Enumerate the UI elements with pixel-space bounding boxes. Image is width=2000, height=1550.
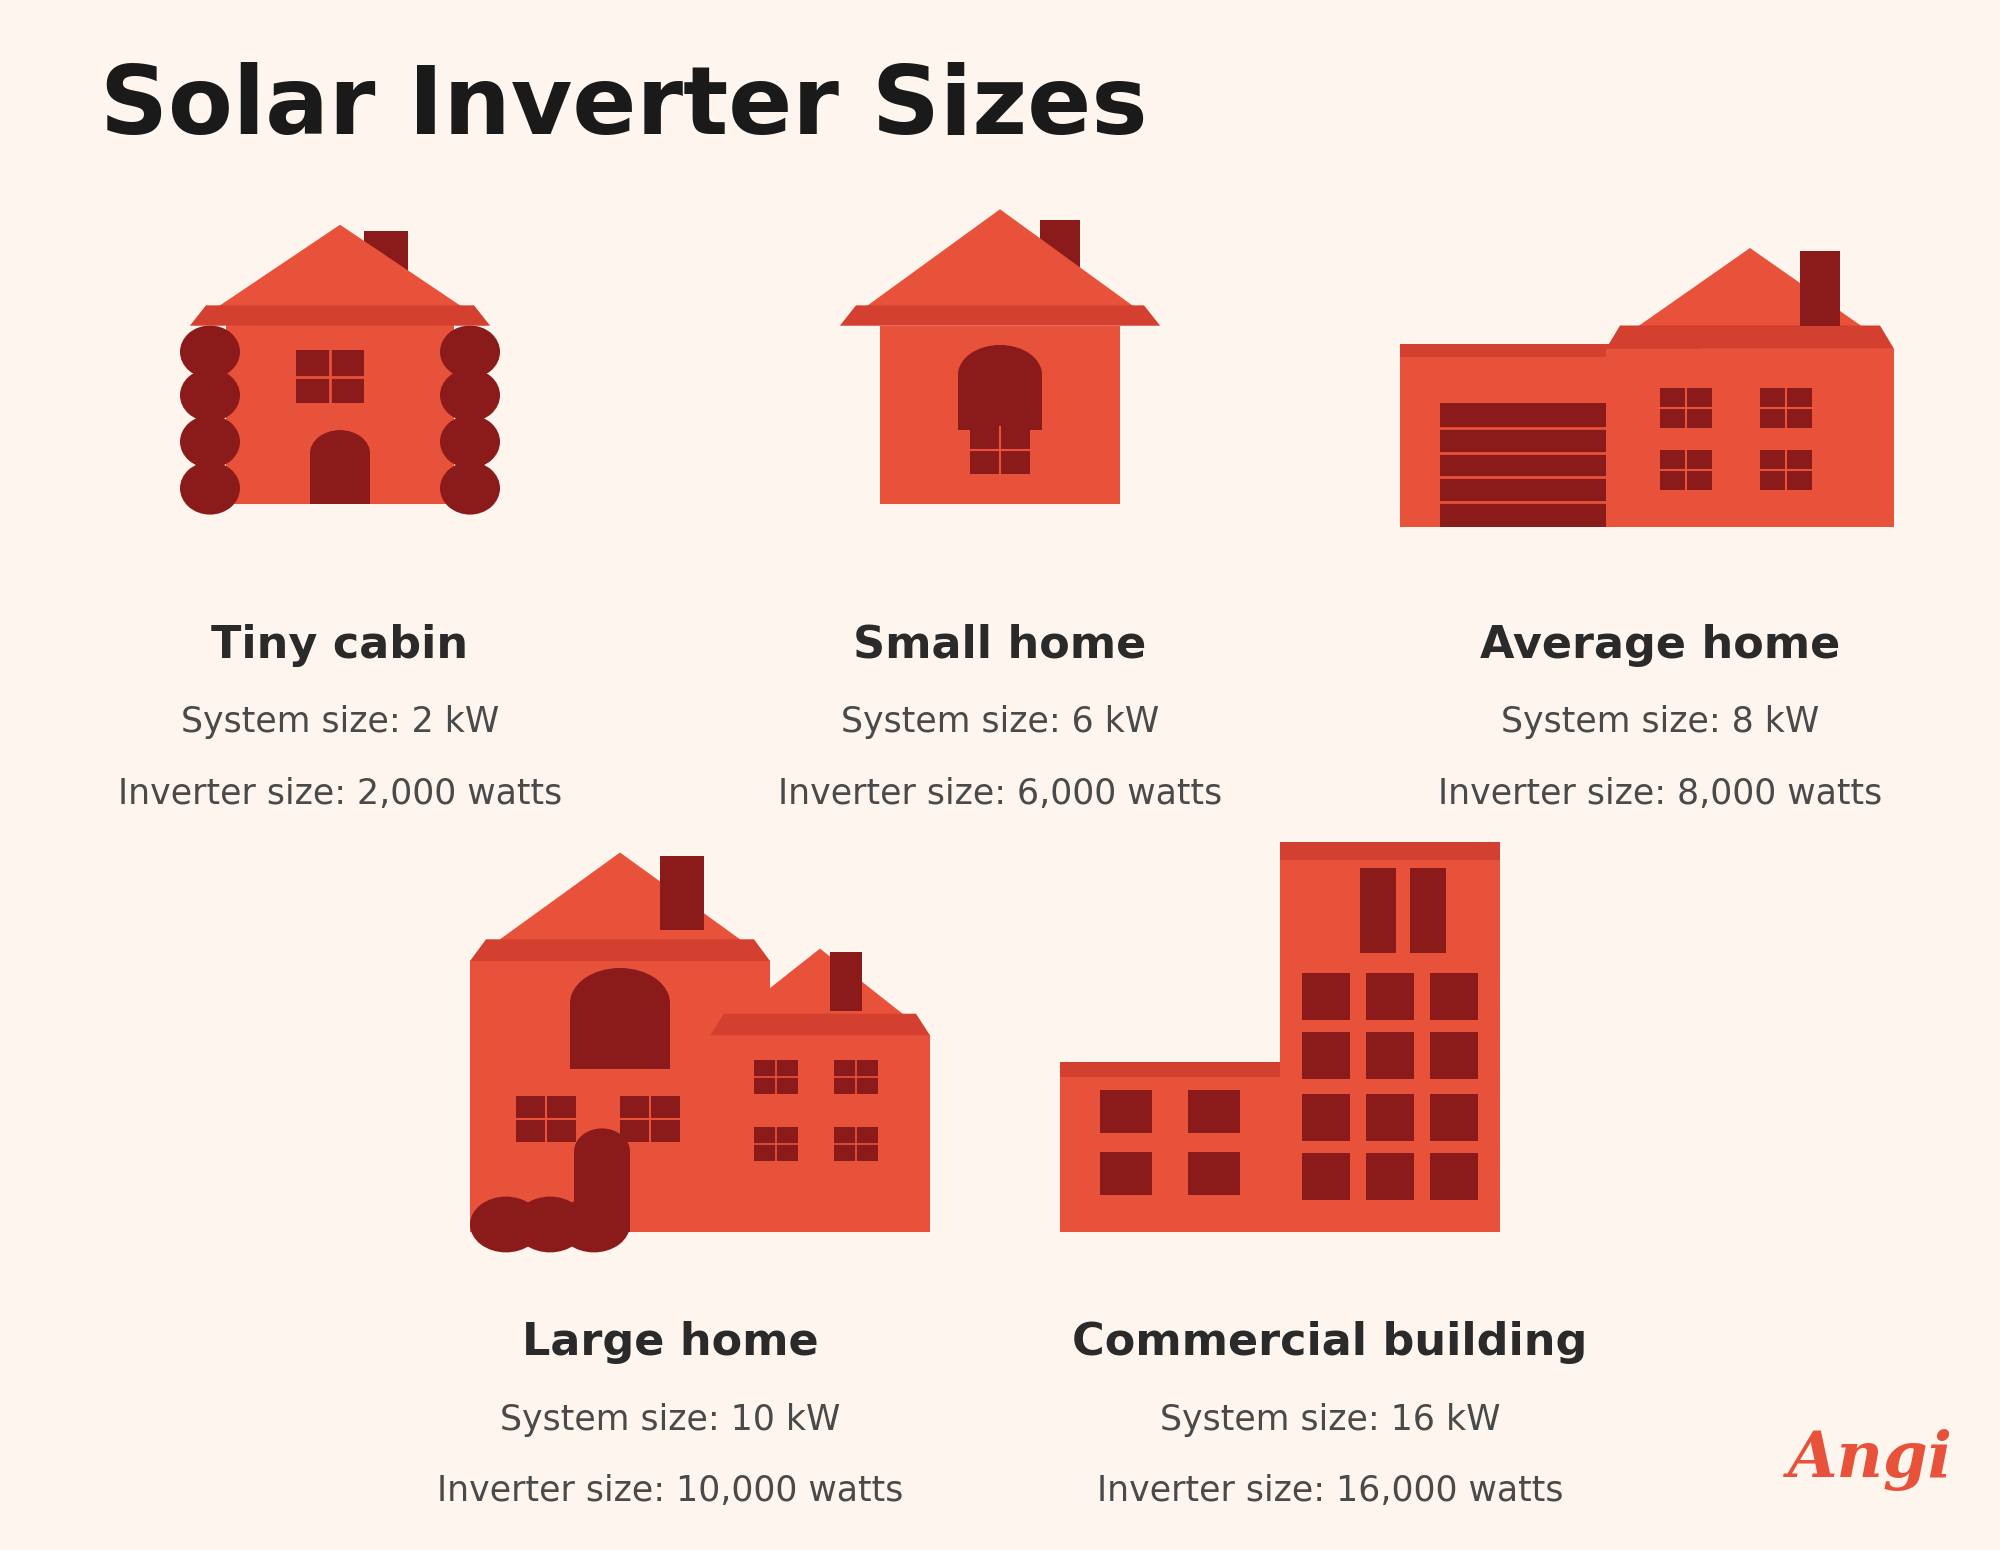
FancyBboxPatch shape — [516, 1096, 576, 1142]
Text: Inverter size: 2,000 watts: Inverter size: 2,000 watts — [118, 777, 562, 811]
Text: System size: 6 kW: System size: 6 kW — [840, 705, 1160, 739]
Polygon shape — [190, 305, 490, 326]
FancyBboxPatch shape — [1188, 1152, 1240, 1195]
FancyBboxPatch shape — [880, 326, 1120, 504]
Ellipse shape — [180, 462, 240, 515]
Ellipse shape — [180, 326, 240, 378]
FancyBboxPatch shape — [1060, 1077, 1280, 1232]
FancyBboxPatch shape — [834, 1060, 878, 1094]
FancyBboxPatch shape — [226, 318, 454, 504]
Text: System size: 8 kW: System size: 8 kW — [1500, 705, 1820, 739]
FancyBboxPatch shape — [1060, 1062, 1280, 1077]
FancyBboxPatch shape — [574, 1152, 630, 1232]
Circle shape — [558, 1197, 630, 1252]
FancyBboxPatch shape — [970, 426, 1030, 474]
Text: System size: 10 kW: System size: 10 kW — [500, 1403, 840, 1437]
Text: Large home: Large home — [522, 1321, 818, 1364]
Polygon shape — [190, 225, 490, 326]
Ellipse shape — [310, 429, 370, 477]
Ellipse shape — [958, 346, 1042, 405]
FancyBboxPatch shape — [1100, 1090, 1152, 1133]
FancyBboxPatch shape — [1660, 449, 1712, 490]
Text: Inverter size: 8,000 watts: Inverter size: 8,000 watts — [1438, 777, 1882, 811]
Ellipse shape — [440, 326, 500, 378]
FancyBboxPatch shape — [660, 856, 704, 930]
Circle shape — [514, 1197, 586, 1252]
FancyBboxPatch shape — [1440, 403, 1660, 527]
FancyBboxPatch shape — [1040, 220, 1080, 294]
FancyBboxPatch shape — [1400, 356, 1700, 372]
Text: System size: 2 kW: System size: 2 kW — [180, 705, 500, 739]
FancyBboxPatch shape — [1366, 973, 1414, 1020]
Polygon shape — [470, 853, 770, 961]
FancyBboxPatch shape — [1410, 868, 1446, 953]
FancyBboxPatch shape — [1100, 1152, 1152, 1195]
FancyBboxPatch shape — [830, 952, 862, 1011]
Ellipse shape — [440, 462, 500, 515]
FancyBboxPatch shape — [1302, 973, 1350, 1020]
FancyBboxPatch shape — [1302, 1153, 1350, 1200]
Polygon shape — [840, 305, 1160, 326]
FancyBboxPatch shape — [1366, 1153, 1414, 1200]
FancyBboxPatch shape — [470, 961, 770, 1232]
FancyBboxPatch shape — [296, 350, 364, 403]
Ellipse shape — [574, 1128, 630, 1175]
FancyBboxPatch shape — [1430, 1153, 1478, 1200]
Polygon shape — [710, 1014, 930, 1035]
Text: Inverter size: 6,000 watts: Inverter size: 6,000 watts — [778, 777, 1222, 811]
Text: Tiny cabin: Tiny cabin — [212, 623, 468, 666]
Ellipse shape — [180, 369, 240, 422]
FancyBboxPatch shape — [364, 231, 408, 305]
FancyBboxPatch shape — [1366, 1094, 1414, 1141]
FancyBboxPatch shape — [1400, 344, 1700, 372]
FancyBboxPatch shape — [1430, 973, 1478, 1020]
FancyBboxPatch shape — [958, 375, 1042, 431]
Ellipse shape — [440, 369, 500, 422]
FancyBboxPatch shape — [310, 453, 370, 504]
FancyBboxPatch shape — [1360, 868, 1396, 953]
FancyBboxPatch shape — [1400, 372, 1700, 527]
FancyBboxPatch shape — [570, 1003, 670, 1070]
FancyBboxPatch shape — [1760, 388, 1812, 428]
Polygon shape — [1606, 248, 1894, 349]
Text: Solar Inverter Sizes: Solar Inverter Sizes — [100, 62, 1148, 153]
Polygon shape — [840, 209, 1160, 326]
FancyBboxPatch shape — [754, 1060, 798, 1094]
FancyBboxPatch shape — [710, 1035, 930, 1232]
Polygon shape — [710, 949, 930, 1035]
Circle shape — [470, 1197, 542, 1252]
FancyBboxPatch shape — [1430, 1032, 1478, 1079]
Text: Small home: Small home — [854, 623, 1146, 666]
FancyBboxPatch shape — [1302, 1094, 1350, 1141]
FancyBboxPatch shape — [620, 1096, 680, 1142]
Ellipse shape — [570, 967, 670, 1038]
FancyBboxPatch shape — [1606, 349, 1894, 527]
FancyBboxPatch shape — [1188, 1090, 1240, 1133]
Text: Commercial building: Commercial building — [1072, 1321, 1588, 1364]
Polygon shape — [470, 939, 770, 961]
Text: Inverter size: 16,000 watts: Inverter size: 16,000 watts — [1096, 1474, 1564, 1508]
FancyBboxPatch shape — [1660, 388, 1712, 428]
FancyBboxPatch shape — [834, 1127, 878, 1161]
FancyBboxPatch shape — [1280, 842, 1500, 860]
FancyBboxPatch shape — [1366, 1032, 1414, 1079]
Ellipse shape — [180, 415, 240, 468]
FancyBboxPatch shape — [1280, 860, 1500, 1232]
Text: System size: 16 kW: System size: 16 kW — [1160, 1403, 1500, 1437]
Text: Average home: Average home — [1480, 623, 1840, 666]
FancyBboxPatch shape — [754, 1127, 798, 1161]
Text: Inverter size: 10,000 watts: Inverter size: 10,000 watts — [436, 1474, 904, 1508]
FancyBboxPatch shape — [1302, 1032, 1350, 1079]
FancyBboxPatch shape — [1800, 251, 1840, 326]
Text: Angi: Angi — [1788, 1429, 1952, 1491]
FancyBboxPatch shape — [1430, 1094, 1478, 1141]
Polygon shape — [1606, 326, 1894, 349]
Ellipse shape — [440, 415, 500, 468]
FancyBboxPatch shape — [1760, 449, 1812, 490]
